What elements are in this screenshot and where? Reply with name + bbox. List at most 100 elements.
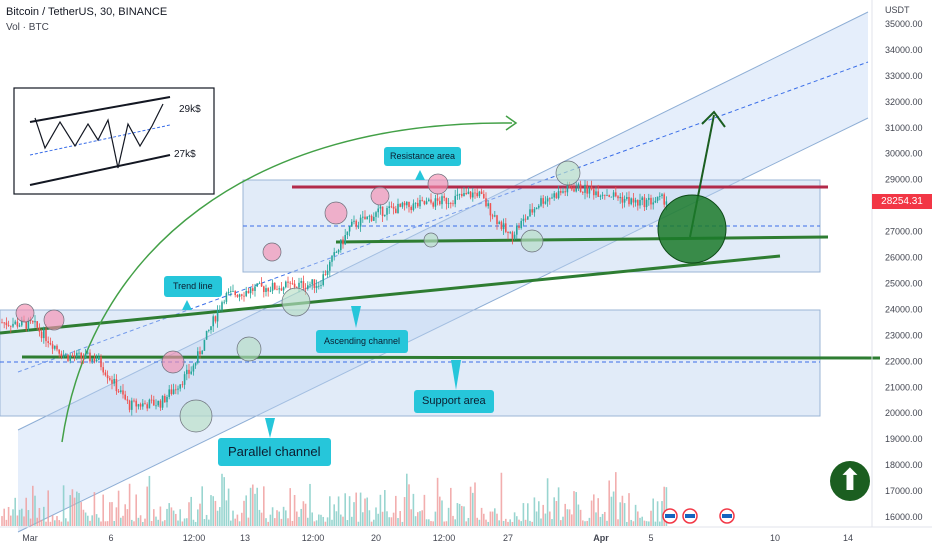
candle-body — [412, 203, 415, 211]
volume-bar — [45, 521, 47, 526]
volume-bar — [535, 511, 538, 526]
volume-bar — [16, 515, 19, 526]
volume-bar — [454, 519, 456, 526]
volume-bar — [168, 503, 170, 526]
candle-body — [139, 404, 142, 407]
callout-pointer — [451, 360, 461, 390]
volume-bar — [38, 507, 41, 526]
volume-bar — [560, 520, 562, 526]
volume-bar — [428, 519, 430, 526]
candle-body — [249, 288, 252, 294]
volume-bar — [652, 498, 654, 526]
candle-body — [531, 209, 533, 213]
ascending-channel-callout: Ascending channel — [316, 330, 409, 353]
volume-bar — [606, 520, 608, 526]
candle-body — [617, 196, 619, 199]
candle-body — [192, 365, 195, 372]
volume-bar — [516, 516, 518, 526]
candle-body — [320, 285, 322, 286]
price-tick-label: 31000.00 — [885, 123, 923, 133]
volume-bar — [483, 513, 485, 526]
candle-body — [177, 388, 179, 390]
volume-bar — [610, 496, 613, 526]
volume-bar — [98, 517, 100, 526]
channel-mid-line — [17, 61, 869, 373]
candle-body — [445, 197, 448, 204]
volume-bar — [221, 473, 223, 526]
volume-bar — [252, 484, 254, 526]
candle-body — [472, 192, 474, 198]
candle-body — [430, 199, 432, 203]
volume-bar — [208, 519, 210, 526]
candle-body — [518, 226, 520, 228]
volume-bar — [106, 521, 109, 526]
volume-bar — [285, 510, 287, 526]
candle-body — [49, 342, 52, 345]
volume-bar — [71, 489, 74, 526]
candle-body — [298, 282, 300, 288]
candle-body — [428, 199, 430, 202]
volume-bar — [612, 491, 615, 526]
candle-body — [562, 191, 564, 193]
volume-bar — [507, 521, 509, 526]
volume-bar — [227, 488, 230, 526]
volume-bar — [414, 516, 417, 526]
candle-body — [465, 193, 467, 194]
volume-bar — [12, 509, 14, 526]
candle-body — [421, 199, 423, 201]
candle-body — [157, 400, 159, 406]
volume-bar — [190, 496, 192, 526]
candle-body — [527, 216, 529, 220]
volume-bar — [269, 514, 272, 526]
volume-bar — [274, 518, 276, 526]
candle-body — [194, 362, 197, 366]
candle-body — [450, 203, 452, 204]
volume-bar — [456, 503, 459, 526]
candle-body — [40, 331, 43, 339]
candlesticks — [1, 180, 668, 416]
candle-body — [575, 188, 577, 192]
candle-body — [650, 197, 652, 205]
candle-body — [337, 250, 340, 253]
volume-bar — [412, 493, 415, 526]
volume-bar — [474, 482, 476, 526]
candle-body — [329, 261, 331, 271]
candle-body — [289, 282, 291, 284]
candle-body — [551, 197, 553, 199]
volume-bar — [604, 511, 606, 526]
volume-bar — [1, 516, 3, 526]
event-flag-stripe — [722, 514, 732, 518]
volume-bar — [3, 508, 5, 526]
volume-indicator-label[interactable]: Vol · BTC — [6, 22, 49, 33]
candle-body — [203, 339, 206, 351]
volume-bar — [542, 504, 544, 526]
volume-bar — [111, 502, 113, 526]
volume-bar — [82, 509, 85, 526]
volume-bar — [243, 500, 245, 526]
candle-body — [480, 191, 483, 195]
candle-body — [540, 198, 542, 206]
volume-bar — [183, 518, 186, 526]
candle-body — [467, 191, 470, 194]
volume-bar — [608, 480, 610, 526]
volume-bar — [135, 494, 137, 526]
volume-bar — [463, 506, 465, 526]
volume-bar — [489, 511, 492, 526]
candle-body — [573, 189, 575, 192]
volume-bar — [650, 510, 652, 526]
inset-price-path — [34, 103, 164, 169]
volume-bar — [601, 513, 604, 526]
candle-body — [117, 391, 120, 392]
candle-body — [7, 325, 10, 326]
volume-bar — [351, 516, 353, 526]
candle-body — [38, 327, 41, 332]
symbol-title[interactable]: Bitcoin / TetherUS, 30, BINANCE — [6, 6, 168, 18]
candle-body — [357, 226, 360, 228]
time-axis: Mar 6 12:00 13 12:00 20 12:00 27 Apr 5 10 14 — [22, 533, 853, 543]
volume-bar — [335, 511, 338, 526]
price-tick-label: 17000.00 — [885, 486, 923, 496]
candle-body — [500, 221, 503, 230]
volume-bar — [117, 490, 120, 526]
candle-body — [458, 193, 461, 195]
